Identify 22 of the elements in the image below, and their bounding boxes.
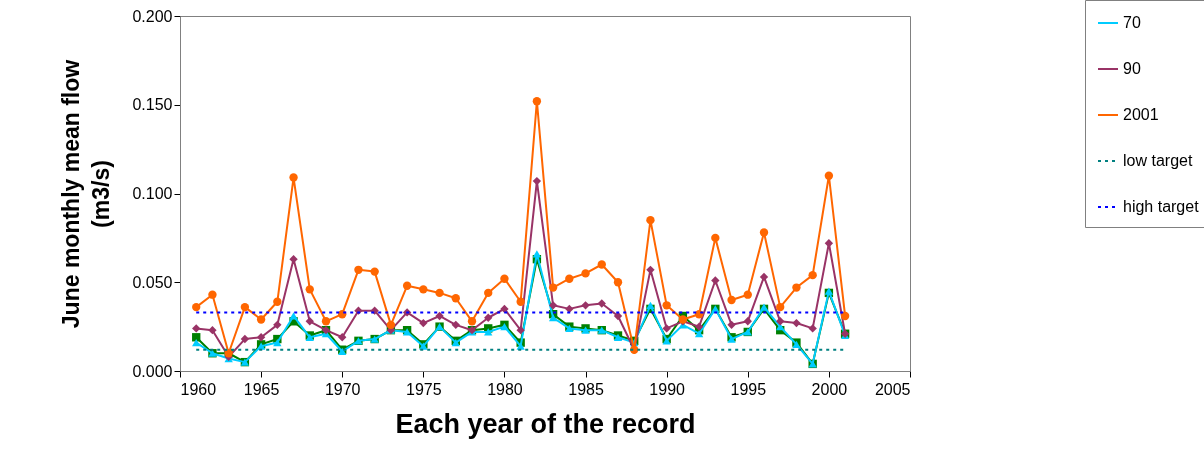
x-tick-label: 1985 [568,380,604,398]
x-tick-label: 1980 [487,380,523,398]
x-tick-label: 2000 [811,380,848,398]
legend-label: high target [1123,198,1200,215]
legend-label: 2001 [1123,106,1159,123]
x-tick-label: 2005 [874,380,911,398]
legend-label: 70 [1123,14,1141,31]
legend-label: low target [1123,152,1193,169]
x-tick-label: 1975 [406,380,442,398]
y-tick-label: 0.100 [132,185,173,202]
x-tick-label: 1995 [730,380,767,398]
y-axis-title: June monthly mean flow (m3/s) [58,59,115,329]
y-tick-label: 0.050 [132,273,173,291]
x-axis-title: Each year of the record [395,408,696,439]
x-tick-label: 1990 [649,380,686,398]
y-tick-label: 0.000 [132,362,173,380]
x-tick-label: 1970 [324,380,361,398]
x-tick-label: 1960 [180,380,217,398]
y-tick-label: 0.200 [132,7,173,25]
legend-label: 90 [1123,60,1141,77]
y-tick-label: 0.150 [132,96,173,114]
x-tick-label: 1965 [243,380,280,398]
